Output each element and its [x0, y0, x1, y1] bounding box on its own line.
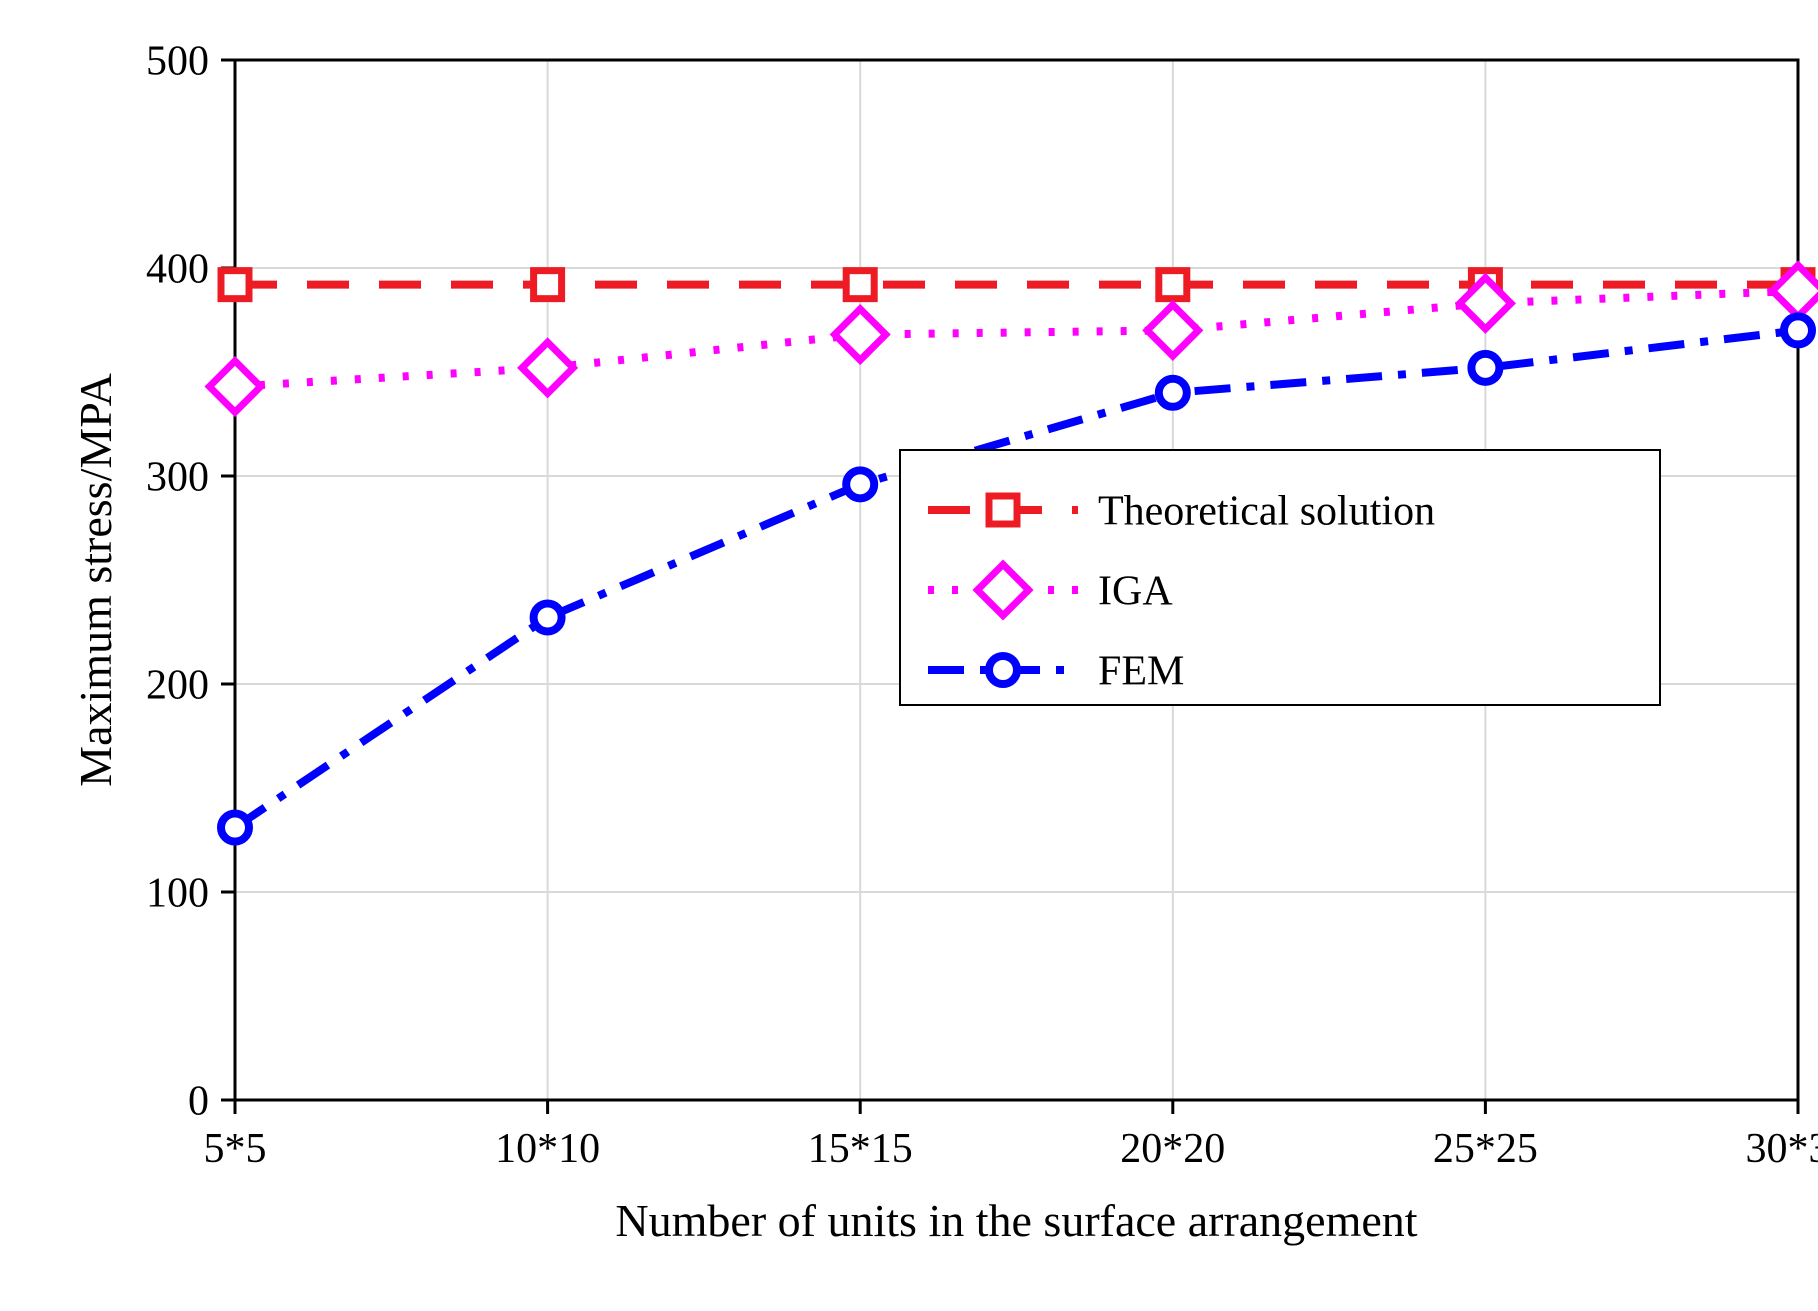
y-tick-label: 300	[146, 455, 209, 501]
legend-label: IGA	[1098, 569, 1173, 615]
x-axis-label: Number of units in the surface arrangeme…	[615, 1195, 1417, 1246]
y-tick-label: 500	[146, 39, 209, 85]
chart-container: 5*5 10*10 15*15 20*20 25*25 30*30 0 100 200 300 40…	[20, 20, 1818, 1291]
x-tick-label: 25*25	[1433, 1126, 1538, 1172]
x-tick-label: 15*15	[808, 1126, 913, 1172]
x-tick-label: 10*10	[495, 1126, 600, 1172]
y-tick-label: 400	[146, 247, 209, 293]
y-tick-label: 200	[146, 663, 209, 709]
line-chart: 5*5 10*10 15*15 20*20 25*25 30*30 0 100 200 300 40…	[20, 20, 1818, 1291]
y-axis-label: Maximum stress/MPA	[70, 373, 121, 787]
y-tick-label: 100	[146, 871, 209, 917]
x-tick-label: 20*20	[1120, 1126, 1225, 1172]
legend-label: Theoretical solution	[1098, 489, 1435, 535]
legend: Theoretical solution IGA FEM	[900, 450, 1660, 705]
legend-label: FEM	[1098, 649, 1184, 695]
y-tick-label: 0	[188, 1079, 209, 1125]
x-tick-label: 30*30	[1746, 1126, 1818, 1172]
x-tick-label: 5*5	[204, 1126, 267, 1172]
